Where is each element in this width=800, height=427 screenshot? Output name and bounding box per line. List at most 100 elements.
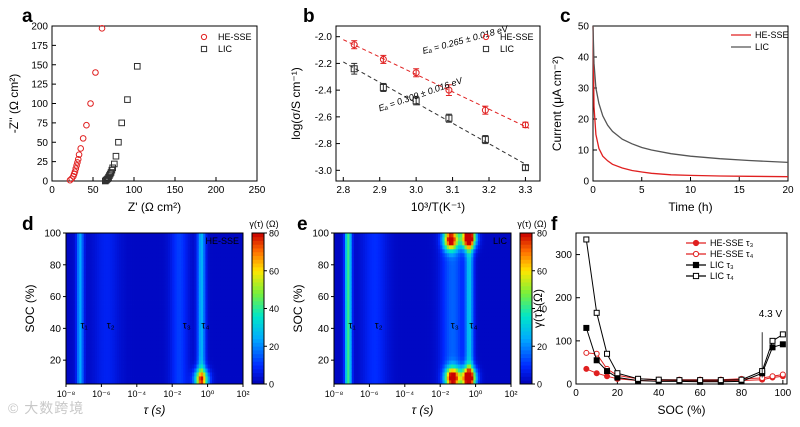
heat-cell (371, 252, 375, 258)
heat-cell (68, 260, 71, 266)
heat-cell (119, 340, 122, 345)
heat-cell (158, 260, 162, 266)
heat-cell (398, 324, 401, 329)
heat-cell (384, 284, 388, 290)
heat-cell (389, 344, 392, 349)
heat-cell (393, 260, 397, 266)
heat-cell (415, 240, 419, 246)
heat-cell (207, 372, 211, 377)
heat-cell (345, 356, 348, 361)
heat-cell (422, 372, 426, 377)
heat-cell (150, 344, 153, 349)
heat-cell (85, 264, 89, 270)
heat-cell (364, 372, 368, 377)
heat-cell (103, 260, 107, 266)
heat-cell (351, 284, 355, 290)
heat-cell (349, 360, 353, 365)
panel-b: 2.8 2.9 3.0 3.1 3.2 3.3-2.0-2.2-2.4-2.6-2.8-3… (289, 23, 541, 214)
heat-cell (101, 304, 105, 309)
heat-cell (345, 244, 348, 250)
heat-cell (422, 316, 426, 321)
heat-cell (167, 233, 171, 238)
heat-cell (165, 312, 169, 317)
heat-cell (364, 352, 368, 357)
heat-cell (238, 236, 242, 242)
heat-cell (181, 248, 184, 254)
heat-cell (420, 288, 423, 293)
heat-cell (200, 236, 204, 242)
heat-cell (214, 272, 217, 278)
heat-cell (200, 336, 204, 341)
heat-cell (218, 244, 222, 250)
heat-cell (391, 336, 395, 341)
heat-cell (415, 328, 419, 333)
heat-cell (356, 308, 359, 313)
heat-cell (223, 272, 226, 278)
heat-cell (127, 248, 131, 254)
heat-cell (105, 364, 109, 369)
heat-cell (158, 240, 162, 246)
heat-cell (225, 368, 228, 373)
heat-cell (163, 336, 166, 341)
heat-cell (231, 364, 235, 369)
heat-cell (187, 372, 191, 377)
heat-cell (96, 256, 100, 262)
heat-cell (189, 260, 193, 266)
heat-cell (336, 328, 339, 333)
heat-cell (90, 252, 93, 258)
peak-label: τ₁ (80, 320, 88, 331)
heat-cell (147, 380, 151, 385)
heat-cell (189, 320, 193, 325)
heat-cell (236, 344, 239, 349)
heat-cell (404, 280, 408, 286)
heat-cell (209, 340, 213, 345)
heat-cell (371, 276, 375, 282)
heat-cell (99, 316, 102, 321)
heat-cell (154, 264, 158, 270)
heat-cell (66, 324, 69, 329)
heat-cell (152, 308, 155, 313)
heat-cell (136, 368, 140, 373)
heat-cell (353, 288, 357, 293)
heat-cell (156, 372, 160, 377)
heat-cell (364, 300, 368, 305)
heat-cell (105, 360, 109, 365)
heat-cell (143, 380, 147, 385)
heat-cell (112, 284, 116, 290)
heat-cell (415, 348, 419, 353)
heat-cell (119, 336, 122, 341)
heat-cell (378, 256, 381, 262)
heat-cell (145, 348, 149, 353)
heat-cell (398, 328, 401, 333)
heat-cell (362, 288, 366, 293)
heat-cell (119, 284, 122, 290)
heat-cell (72, 280, 76, 286)
heat-cell (121, 248, 124, 254)
heat-cell (378, 276, 381, 282)
heat-cell (143, 376, 147, 381)
colorbar-cell (252, 255, 264, 260)
heat-cell (402, 376, 406, 381)
heat-cell (123, 300, 127, 305)
heat-cell (429, 364, 432, 369)
heat-cell (114, 364, 118, 369)
heat-cell (183, 260, 186, 266)
heat-cell (152, 300, 155, 305)
heat-cell (240, 284, 244, 290)
heat-cell (351, 300, 355, 305)
heat-cell (420, 272, 423, 278)
heat-cell (143, 244, 147, 250)
heat-cell (231, 268, 235, 274)
heat-cell (216, 284, 220, 290)
heat-cell (345, 264, 348, 270)
heat-cell (353, 336, 357, 341)
heat-cell (227, 252, 231, 258)
heat-cell (85, 244, 89, 250)
x-tick-label: 10² (236, 389, 249, 399)
heat-cell (203, 296, 206, 301)
y-tick-label: 100 (44, 229, 61, 240)
heat-cell (101, 364, 105, 369)
heat-cell (101, 372, 105, 377)
heat-cell (227, 260, 231, 266)
heat-cell (400, 364, 403, 369)
